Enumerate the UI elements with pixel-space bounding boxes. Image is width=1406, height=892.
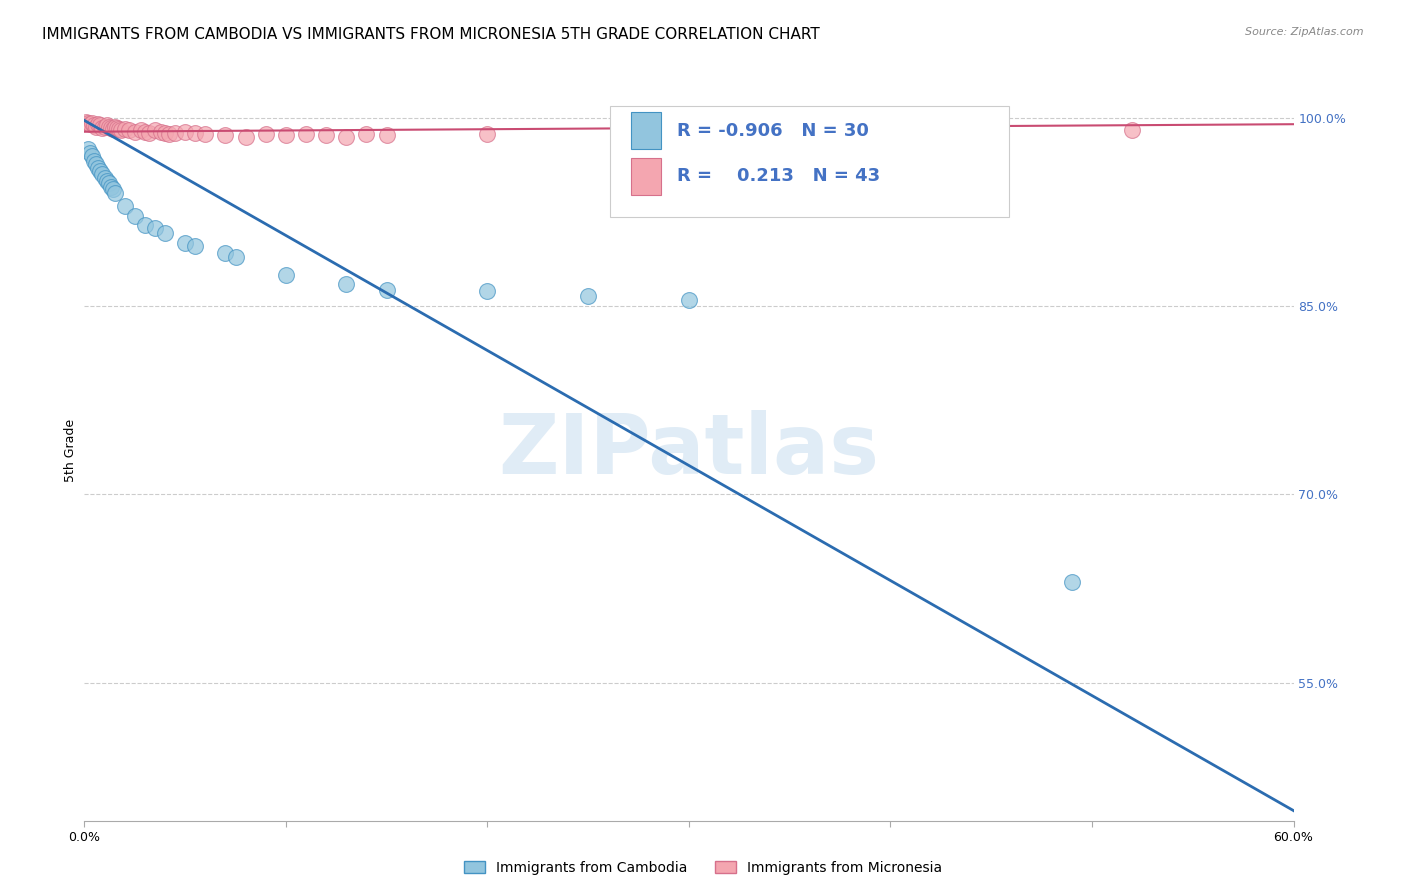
Point [274,128,297,143]
Point [149,125,172,139]
Text: ZIPatlas: ZIPatlas [499,410,879,491]
Point [124,125,146,139]
Point [124,209,146,223]
Point [274,268,297,282]
Point [104,186,127,201]
Point [375,128,398,143]
Point [254,127,277,141]
Point [143,221,166,235]
Point [678,293,700,307]
Point [82,148,104,162]
Point [91,120,114,135]
Point [134,125,156,139]
Point [79,146,101,161]
Point [225,250,247,264]
Text: R = -0.906   N = 30: R = -0.906 N = 30 [676,122,869,140]
Point [86,157,108,171]
Point [295,127,318,141]
Point [335,129,357,144]
FancyBboxPatch shape [631,112,661,149]
Point [335,277,357,291]
Point [110,123,132,137]
FancyBboxPatch shape [610,106,1010,218]
Point [86,120,108,134]
Point [89,119,111,133]
Point [1060,575,1083,590]
Point [165,126,187,140]
Point [75,114,97,128]
Point [101,122,124,136]
Point [375,283,398,297]
Point [97,120,120,134]
Point [83,153,105,168]
Point [77,116,100,130]
Point [96,174,118,188]
Point [97,176,120,190]
Point [1121,123,1143,137]
Point [83,119,105,133]
Point [157,127,180,141]
Point [153,126,176,140]
Point [138,126,160,140]
Point [101,182,124,196]
Point [194,127,217,141]
Point [134,218,156,232]
Point [79,117,101,131]
Point [129,123,152,137]
Point [91,168,114,182]
Text: IMMIGRANTS FROM CAMBODIA VS IMMIGRANTS FROM MICRONESIA 5TH GRADE CORRELATION CHA: IMMIGRANTS FROM CAMBODIA VS IMMIGRANTS F… [42,27,820,42]
Point [114,122,136,136]
Point [143,123,166,137]
Point [87,117,110,131]
Point [82,116,104,130]
FancyBboxPatch shape [631,158,661,194]
Point [214,128,236,143]
Point [356,127,378,141]
Point [174,236,197,251]
Point [477,127,499,141]
Point [235,129,257,144]
Point [77,142,100,156]
Legend: Immigrants from Cambodia, Immigrants from Micronesia: Immigrants from Cambodia, Immigrants fro… [458,855,948,880]
Point [184,126,207,140]
Point [89,163,111,178]
Text: Source: ZipAtlas.com: Source: ZipAtlas.com [1246,27,1364,37]
Point [87,161,110,175]
Point [105,120,128,135]
Point [96,119,118,133]
Point [107,122,129,136]
Point [315,128,337,143]
Point [93,171,115,186]
Point [184,239,207,253]
Point [153,227,176,241]
Point [100,180,122,194]
Point [174,125,197,139]
Point [118,123,141,137]
Point [114,199,136,213]
Text: R =    0.213   N = 43: R = 0.213 N = 43 [676,168,880,186]
Y-axis label: 5th Grade: 5th Grade [65,419,77,482]
Point [93,120,115,134]
Point [214,246,236,260]
Point [477,284,499,298]
Point [100,120,122,135]
Point [104,120,127,134]
Point [576,289,599,303]
